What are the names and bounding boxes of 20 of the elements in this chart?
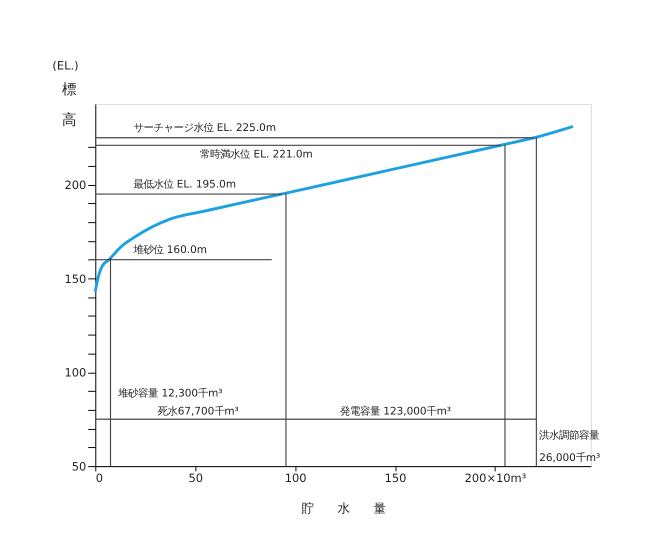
ref-line-label: サーチャージ水位 EL. 225.0m bbox=[133, 122, 276, 134]
ref-line-label: 常時満水位 EL. 221.0m bbox=[200, 148, 313, 161]
annotation: 堆砂容量 12,300千m³ bbox=[117, 387, 222, 400]
x-tick-label: 150 bbox=[384, 470, 406, 485]
annotation: 洪水調節容量 26,000千m³ bbox=[539, 429, 600, 464]
x-axis-title: 貯 水 量 bbox=[302, 500, 386, 516]
x-tick-label: 0 bbox=[96, 470, 104, 485]
text: (EL.) bbox=[52, 58, 79, 73]
x-tick-label: 200×10m³ bbox=[464, 470, 526, 485]
y-tick-label: 150 bbox=[64, 272, 86, 286]
y-tick-label: 100 bbox=[64, 366, 86, 380]
y-axis-title: 標高 bbox=[62, 82, 76, 128]
ref-line-label: 堆砂位 160.0m bbox=[132, 244, 207, 256]
x-tick-label: 100 bbox=[284, 470, 307, 485]
annotation: 発電容量 123,000千m³ bbox=[340, 405, 451, 418]
x-tick-label: 50 bbox=[188, 470, 203, 485]
y-tick-label: 200 bbox=[64, 178, 86, 192]
y-tick-label: 50 bbox=[72, 459, 86, 474]
annotation: 死水67,700千m³ bbox=[158, 405, 239, 418]
ref-line-label: 最低水位 EL. 195.0m bbox=[133, 178, 236, 190]
